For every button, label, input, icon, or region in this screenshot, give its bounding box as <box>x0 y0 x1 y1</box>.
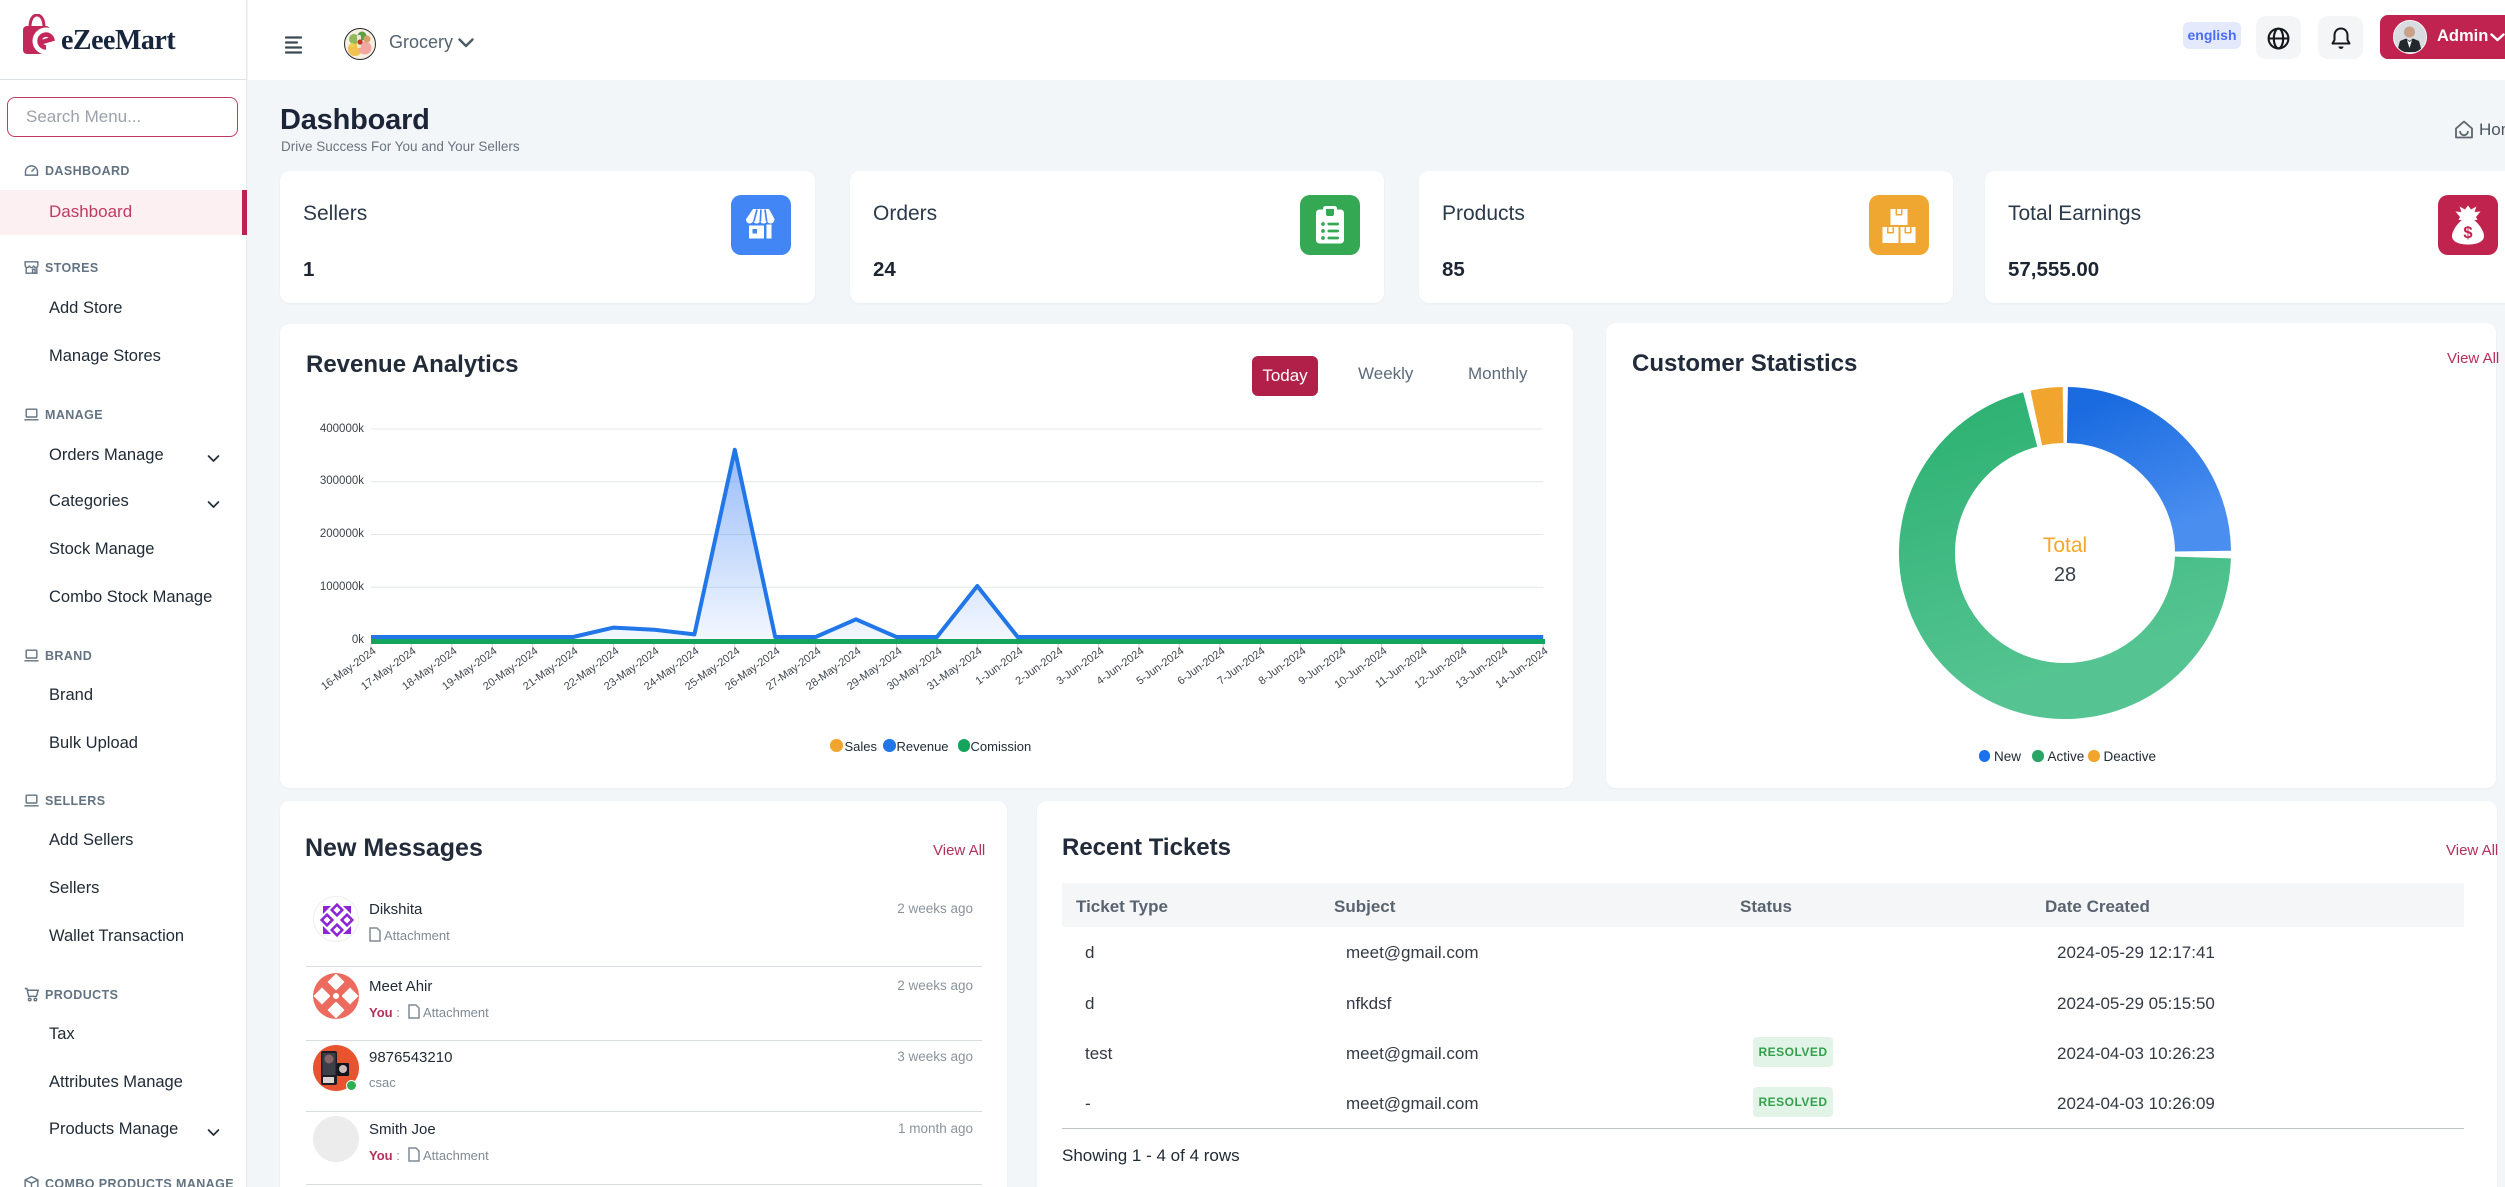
svg-text:Total: Total <box>2043 534 2087 557</box>
svg-text:$: $ <box>2463 224 2472 242</box>
svg-text:28: 28 <box>2054 564 2076 586</box>
